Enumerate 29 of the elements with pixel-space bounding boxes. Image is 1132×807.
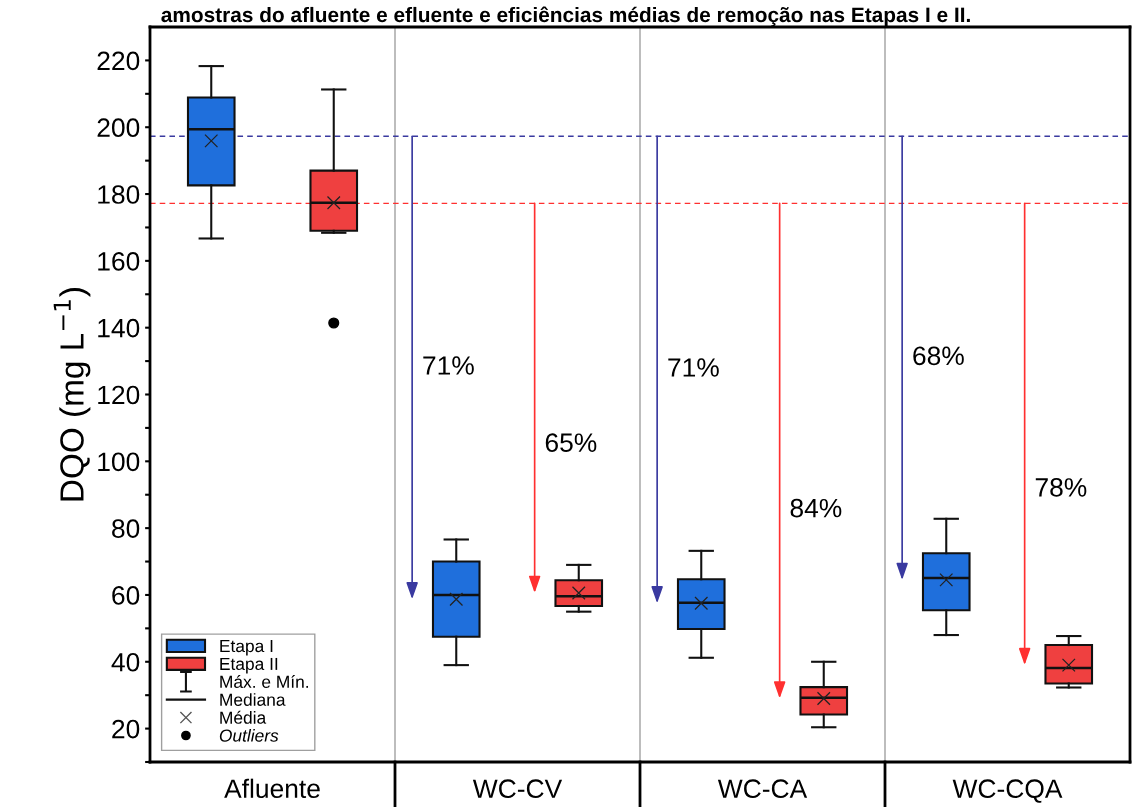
annotation: 65% (545, 433, 597, 452)
x-tick-label: WC-CQA (952, 779, 1063, 803)
annotation: 68% (913, 346, 964, 366)
y-tick-label: 40 (111, 652, 140, 672)
legend-label: Etapa II (220, 657, 278, 674)
annotation: 71% (423, 356, 474, 375)
y-tick-label: 80 (112, 519, 140, 538)
y-tick-label: 60 (112, 586, 140, 605)
x-tick-label: Afluente (224, 778, 320, 799)
y-tick-label: 220 (97, 51, 140, 71)
y-tick-label: 140 (98, 318, 140, 338)
x-tick-label: WC-CV (472, 779, 563, 799)
y-tick-label: 20 (112, 719, 140, 739)
annotation: Máx. e Mín. (220, 675, 309, 688)
y-tick-label: 180 (98, 185, 140, 204)
chart-title: amostras do afluente e efluente e eficiências médias de remoção nas Etapas I e II. (161, 6, 970, 27)
annotation: Mediana (220, 693, 286, 706)
y-tick-label: 160 (98, 252, 140, 271)
y-axis-title: DQO (mg L$^{−1}$) (53, 288, 91, 501)
annotation: Média (220, 710, 267, 724)
x-tick-label: WC-CA (717, 779, 808, 799)
annotation: 84% (790, 498, 842, 518)
y-tick-label: 120 (98, 385, 140, 405)
annotation: 78% (1035, 478, 1087, 497)
y-tick-label: 200 (97, 118, 140, 138)
annotation: 71% (668, 358, 719, 377)
legend-label: Etapa I (220, 640, 273, 656)
y-tick-label: 100 (98, 452, 140, 472)
annotation: Outliers (219, 728, 279, 742)
